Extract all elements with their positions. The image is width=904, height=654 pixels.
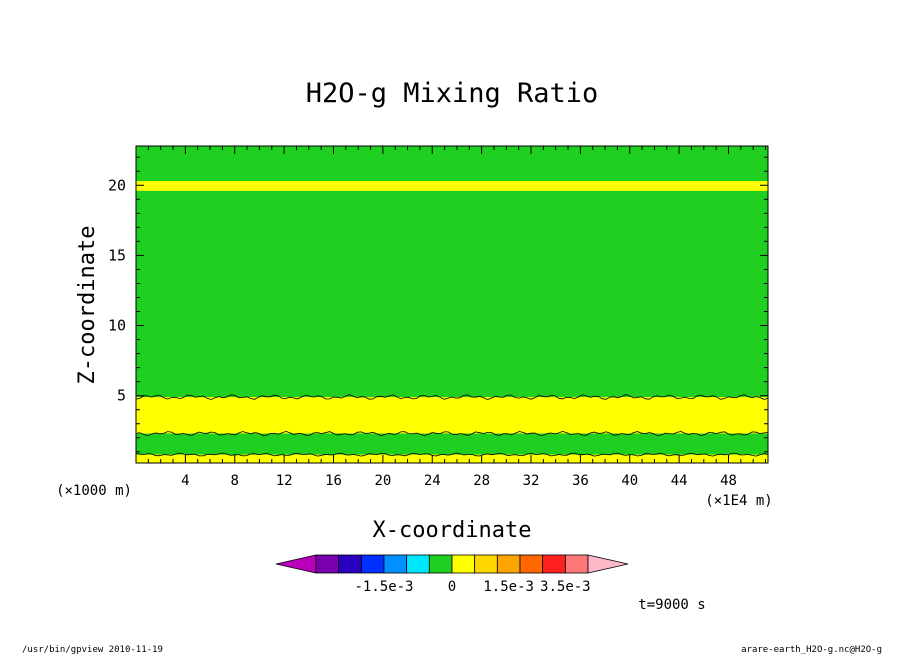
- colorbar-swatch: [496, 554, 521, 574]
- x-tick-label: 28: [473, 473, 490, 489]
- region-upper-moist-band: [136, 181, 768, 191]
- colorbar-label: -1.5e-3: [354, 579, 413, 595]
- x-tick-label: 40: [621, 473, 638, 489]
- colorbar-swatch: [383, 554, 408, 574]
- region-middle-dry-layer: [136, 433, 768, 455]
- colorbar-swatch: [451, 554, 476, 574]
- colorbar-swatch: [360, 554, 385, 574]
- x-unit-right: (×1E4 m): [705, 493, 772, 509]
- footer-left: /usr/bin/gpview 2010-11-19: [22, 645, 163, 654]
- colorbar-arrow-right: [587, 554, 629, 574]
- y-axis-label: Z-coordinate: [75, 226, 100, 385]
- colorbar-swatch: [315, 554, 340, 574]
- plot-frame: [135, 145, 769, 464]
- plot-area: [135, 146, 769, 463]
- footer-right: arare-earth_H2O-g.nc@H2O-g: [741, 645, 882, 654]
- x-tick-label: 8: [231, 473, 239, 489]
- y-tick-label: 15: [108, 246, 126, 264]
- contour-lower-boundary: [135, 452, 769, 457]
- y-tick-label: 10: [108, 317, 126, 335]
- x-tick-label: 16: [325, 473, 342, 489]
- region-lower-moist-layer: [136, 397, 768, 434]
- x-axis-label: X-coordinate: [373, 518, 532, 543]
- colorbar-swatch: [406, 554, 430, 574]
- x-tick-label: 36: [572, 473, 589, 489]
- y-tick-label: 20: [108, 176, 126, 194]
- colorbar-swatch: [542, 554, 566, 574]
- x-tick-label: 4: [181, 473, 189, 489]
- time-label: t=9000 s: [638, 597, 705, 613]
- colorbar-arrow-left: [275, 554, 317, 574]
- x-tick-label: 12: [276, 473, 293, 489]
- colorbar: -1.5e-3 0 1.5e-3 3.5e-3: [275, 554, 629, 595]
- contour-upper-boundary: [135, 394, 769, 401]
- x-unit-left: (×1000 m): [56, 483, 132, 499]
- x-tick-label: 48: [720, 473, 737, 489]
- colorbar-swatch: [519, 554, 544, 574]
- y-tick-label: 5: [117, 387, 126, 405]
- region-surface-moist-layer: [136, 454, 768, 463]
- colorbar-swatch: [564, 554, 589, 574]
- colorbar-label: 0: [448, 579, 456, 595]
- x-tick-label: 24: [424, 473, 441, 489]
- colorbar-swatch: [474, 554, 498, 574]
- chart-title: H2O-g Mixing Ratio: [306, 78, 599, 109]
- colorbar-label: 1.5e-3: [483, 579, 534, 595]
- x-tick-label: 44: [671, 473, 688, 489]
- contour-mid-boundary: [135, 430, 769, 437]
- colorbar-swatch: [428, 554, 453, 574]
- colorbar-swatch: [338, 554, 362, 574]
- x-tick-label: 20: [374, 473, 391, 489]
- x-tick-label: 32: [523, 473, 540, 489]
- colorbar-label: 3.5e-3: [540, 579, 591, 595]
